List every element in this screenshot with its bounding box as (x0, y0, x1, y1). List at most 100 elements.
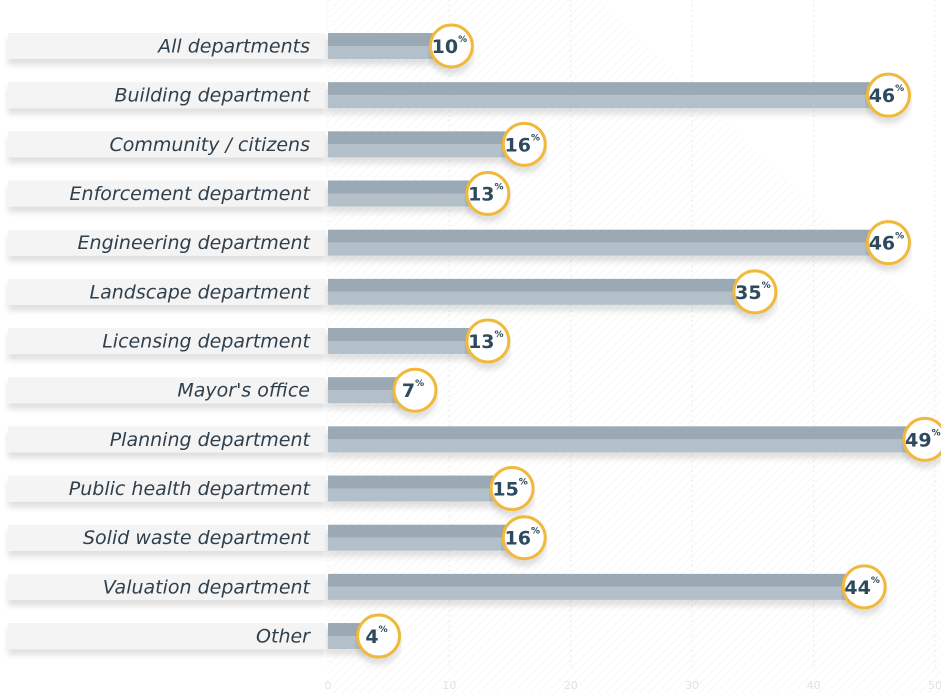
value-number: 4 (365, 626, 378, 648)
bar-top (328, 82, 887, 96)
bar (328, 524, 523, 551)
value-badge (356, 613, 402, 659)
bar (328, 82, 887, 109)
bar (328, 131, 523, 158)
value-label: 4% (365, 625, 387, 648)
bar-top (328, 229, 887, 243)
bar-top (328, 524, 523, 538)
value-number: 10 (432, 36, 458, 58)
category-label: All departments (156, 36, 310, 58)
value-unit: % (531, 526, 540, 536)
bar-bottom (328, 341, 486, 355)
label-band (8, 131, 326, 158)
value-badge (902, 416, 941, 462)
value-unit: % (458, 35, 467, 45)
value-unit: % (415, 379, 424, 389)
value-unit: % (495, 182, 504, 192)
value-badge (465, 171, 511, 217)
value-badge (501, 121, 547, 167)
bar (328, 377, 413, 404)
value-unit: % (932, 428, 941, 438)
bar-bottom (328, 390, 413, 404)
category-label: Valuation department (103, 576, 312, 598)
label-band (8, 475, 326, 502)
value-label: 10% (432, 35, 467, 58)
category-label: Solid waste department (83, 527, 312, 549)
value-badge (465, 318, 511, 364)
bar (328, 180, 486, 207)
label-band (8, 377, 326, 404)
bar-bottom (328, 95, 887, 109)
bar-bottom (328, 193, 486, 207)
category-label: Licensing department (102, 331, 311, 353)
bar-bottom (328, 586, 863, 600)
value-badge (865, 220, 911, 266)
value-number: 16 (504, 527, 530, 549)
bar-bottom (328, 439, 923, 453)
category-label: Engineering department (78, 232, 312, 254)
bar-top (328, 426, 923, 440)
label-band (8, 278, 326, 305)
label-band (8, 33, 326, 59)
x-tick-label: 0 (325, 679, 332, 692)
bar-bottom (328, 537, 523, 551)
label-band (8, 623, 326, 650)
bar (328, 278, 753, 305)
value-label: 44% (844, 575, 879, 598)
bar (328, 328, 486, 355)
value-number: 46 (869, 85, 895, 107)
value-unit: % (495, 330, 504, 340)
value-label: 49% (905, 428, 940, 451)
bar-top (328, 328, 486, 342)
label-band (8, 524, 326, 551)
value-badge (841, 564, 887, 610)
value-badge (428, 23, 474, 69)
category-label: Public health department (69, 478, 312, 500)
bar-bottom (328, 488, 511, 502)
bar-top (328, 33, 450, 46)
label-band (8, 180, 326, 207)
bar (328, 33, 450, 59)
x-tick-label: 10 (442, 679, 456, 692)
value-label: 35% (735, 280, 770, 303)
bar (328, 573, 863, 600)
category-label: Other (256, 626, 311, 648)
bar-bottom (328, 144, 523, 158)
value-label: 15% (492, 477, 527, 500)
value-unit: % (762, 280, 771, 290)
value-unit: % (895, 84, 904, 94)
bar (328, 426, 923, 453)
category-label: Planning department (110, 429, 312, 451)
value-unit: % (871, 575, 880, 585)
x-tick-label: 50 (928, 679, 941, 692)
value-unit: % (519, 477, 528, 487)
bar-top (328, 377, 413, 391)
bar-top (328, 475, 511, 489)
category-label: Community / citizens (109, 134, 310, 156)
bar-bottom (328, 291, 753, 305)
value-badge (865, 72, 911, 118)
bar-top (328, 573, 863, 587)
value-badge (392, 367, 438, 413)
value-unit: % (379, 625, 388, 635)
category-label: Mayor's office (177, 380, 310, 402)
bar (328, 475, 511, 502)
bar-top (328, 131, 523, 145)
category-label: Enforcement department (70, 183, 312, 205)
rows: All departments Building department Commun… (8, 23, 941, 659)
label-band (8, 229, 326, 256)
value-label: 16% (504, 526, 539, 549)
label-band (8, 426, 326, 453)
label-band (8, 573, 326, 600)
category-label: Landscape department (89, 281, 311, 303)
label-band (8, 328, 326, 355)
value-number: 16 (504, 134, 530, 156)
value-badge (732, 269, 778, 315)
bar-top (328, 180, 486, 194)
value-unit: % (895, 231, 904, 241)
bar (328, 229, 887, 256)
value-label: 13% (468, 330, 503, 353)
value-number: 44 (844, 576, 870, 598)
value-number: 7 (402, 380, 415, 402)
